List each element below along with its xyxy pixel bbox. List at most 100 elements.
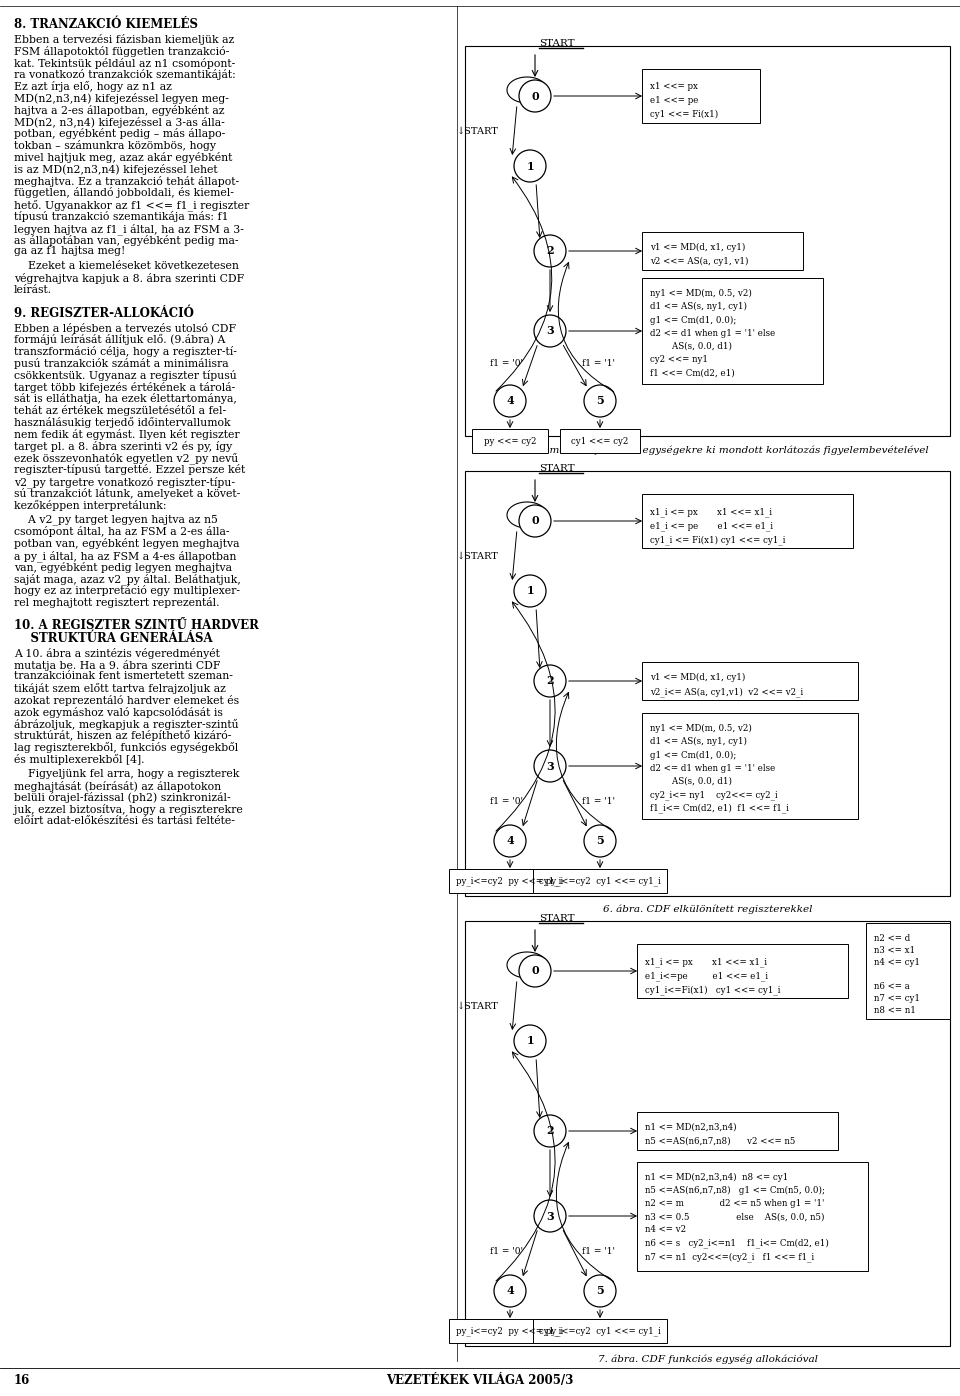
FancyBboxPatch shape bbox=[642, 494, 853, 549]
Text: is az MD(n2,n3,n4) kifejezéssel lehet: is az MD(n2,n3,n4) kifejezéssel lehet bbox=[14, 163, 218, 174]
Text: cy1 <<= Fi(x1): cy1 <<= Fi(x1) bbox=[650, 110, 718, 119]
Text: n5 <=AS(n6,n7,n8)   g1 <= Cm(n5, 0.0);: n5 <=AS(n6,n7,n8) g1 <= Cm(n5, 0.0); bbox=[645, 1185, 825, 1195]
Text: A 10. ábra a szintézis végeredményét: A 10. ábra a szintézis végeredményét bbox=[14, 648, 220, 659]
Text: f1_i<= Cm(d2, e1)  f1 <<= f1_i: f1_i<= Cm(d2, e1) f1 <<= f1_i bbox=[650, 803, 789, 812]
Text: cy1_i<=cy2  cy1 <<= cy1_i: cy1_i<=cy2 cy1 <<= cy1_i bbox=[540, 1326, 660, 1336]
Text: és multiplexerekből [4].: és multiplexerekből [4]. bbox=[14, 754, 145, 765]
Text: AS(s, 0.0, d1): AS(s, 0.0, d1) bbox=[650, 342, 732, 350]
Text: használásukig terjedő időintervallumok: használásukig terjedő időintervallumok bbox=[14, 417, 230, 429]
Circle shape bbox=[494, 1275, 526, 1307]
Text: e1 <<= pe: e1 <<= pe bbox=[650, 96, 698, 105]
Circle shape bbox=[494, 385, 526, 417]
Text: n7 <= n1  cy2<<=(cy2_i   f1 <<= f1_i: n7 <= n1 cy2<<=(cy2_i f1 <<= f1_i bbox=[645, 1252, 814, 1262]
Text: 5: 5 bbox=[596, 395, 604, 406]
Text: 3: 3 bbox=[546, 761, 554, 772]
Text: struktúrát, hiszen az felépíthető kizáró-: struktúrát, hiszen az felépíthető kizáró… bbox=[14, 730, 231, 741]
Text: típusú tranzakció szemantikája más: f1: típusú tranzakció szemantikája más: f1 bbox=[14, 211, 228, 222]
Text: py <<= cy2: py <<= cy2 bbox=[484, 437, 537, 445]
Text: 8. TRANZAKCIÓ KIEMELÉS: 8. TRANZAKCIÓ KIEMELÉS bbox=[14, 18, 198, 31]
Text: n6 <= a: n6 <= a bbox=[874, 981, 910, 991]
Text: v2_i<= AS(a, cy1,v1)  v2 <<= v2_i: v2_i<= AS(a, cy1,v1) v2 <<= v2_i bbox=[650, 687, 804, 697]
Text: n7 <= cy1: n7 <= cy1 bbox=[874, 994, 920, 1002]
Text: kat. Tekintsük például az n1 csomópont-: kat. Tekintsük például az n1 csomópont- bbox=[14, 57, 235, 68]
Text: v1 <= MD(d, x1, cy1): v1 <= MD(d, x1, cy1) bbox=[650, 673, 745, 683]
Text: A v2_py target legyen hajtva az n5: A v2_py target legyen hajtva az n5 bbox=[14, 514, 218, 525]
FancyBboxPatch shape bbox=[642, 68, 760, 123]
Bar bbox=[465, 46, 950, 436]
Circle shape bbox=[534, 750, 566, 782]
Text: cy1_i<=cy2  cy1 <<= cy1_i: cy1_i<=cy2 cy1 <<= cy1_i bbox=[540, 877, 660, 886]
Text: x1_i <= px       x1 <<= x1_i: x1_i <= px x1 <<= x1_i bbox=[645, 958, 767, 966]
Text: f1 = '1': f1 = '1' bbox=[583, 1247, 615, 1256]
Text: 3: 3 bbox=[546, 1210, 554, 1222]
Text: n3 <= 0.5                 else    AS(s, 0.0, n5): n3 <= 0.5 else AS(s, 0.0, n5) bbox=[645, 1212, 825, 1222]
Text: n4 <= v2: n4 <= v2 bbox=[645, 1226, 686, 1234]
Text: ábrázoljuk, megkapjuk a regiszter-szintű: ábrázoljuk, megkapjuk a regiszter-szintű bbox=[14, 719, 239, 730]
Text: d2 <= d1 when g1 = '1' else: d2 <= d1 when g1 = '1' else bbox=[650, 328, 776, 338]
Text: leírást.: leírást. bbox=[14, 285, 52, 295]
Text: ny1 <= MD(m, 0.5, v2): ny1 <= MD(m, 0.5, v2) bbox=[650, 289, 752, 299]
FancyBboxPatch shape bbox=[560, 429, 640, 452]
Text: formájú leírását állítjuk elő. (9.ábra) A: formájú leírását állítjuk elő. (9.ábra) … bbox=[14, 335, 226, 345]
FancyBboxPatch shape bbox=[642, 232, 803, 269]
Text: g1 <= Cm(d1, 0.0);: g1 <= Cm(d1, 0.0); bbox=[650, 751, 736, 759]
Text: n5 <=AS(n6,n7,n8)      v2 <<= n5: n5 <=AS(n6,n7,n8) v2 <<= n5 bbox=[645, 1136, 796, 1146]
Text: 16: 16 bbox=[14, 1374, 31, 1388]
Text: as állapotában van, egyébként pedig ma-: as állapotában van, egyébként pedig ma- bbox=[14, 235, 238, 246]
Text: n8 <= n1: n8 <= n1 bbox=[874, 1007, 916, 1015]
Text: START: START bbox=[539, 914, 575, 923]
Text: meghajtását (beírását) az állapotokon: meghajtását (beírását) az állapotokon bbox=[14, 780, 221, 792]
Text: ↓START: ↓START bbox=[457, 551, 499, 561]
Text: MD(n2,n3,n4) kifejezéssel legyen meg-: MD(n2,n3,n4) kifejezéssel legyen meg- bbox=[14, 94, 228, 103]
Text: 4: 4 bbox=[506, 395, 514, 406]
Text: a py_i által, ha az FSM a 4-es állapotban: a py_i által, ha az FSM a 4-es állapotba… bbox=[14, 550, 236, 561]
Bar bbox=[465, 921, 950, 1346]
Text: d2 <= d1 when g1 = '1' else: d2 <= d1 when g1 = '1' else bbox=[650, 764, 776, 772]
Text: START: START bbox=[539, 463, 575, 473]
Text: 5: 5 bbox=[596, 1286, 604, 1297]
Text: ny1 <= MD(m, 0.5, v2): ny1 <= MD(m, 0.5, v2) bbox=[650, 725, 752, 733]
Text: py_i<=cy2  py <<= py_i: py_i<=cy2 py <<= py_i bbox=[456, 877, 564, 886]
FancyBboxPatch shape bbox=[642, 278, 823, 384]
Text: Ebben a lépésben a tervezés utolsó CDF: Ebben a lépésben a tervezés utolsó CDF bbox=[14, 322, 236, 334]
Text: Ezeket a kiemeléseket következetesen: Ezeket a kiemeléseket következetesen bbox=[14, 261, 239, 271]
Text: v2 <<= AS(a, cy1, v1): v2 <<= AS(a, cy1, v1) bbox=[650, 257, 749, 267]
Text: 9. REGISZTER-ALLOKÁCIÓ: 9. REGISZTER-ALLOKÁCIÓ bbox=[14, 307, 194, 320]
Text: 0: 0 bbox=[531, 966, 539, 976]
Circle shape bbox=[514, 149, 546, 181]
Text: 6. ábra. CDF elkülönített regiszterekkel: 6. ábra. CDF elkülönített regiszterekkel bbox=[603, 905, 812, 913]
FancyBboxPatch shape bbox=[472, 429, 548, 452]
FancyBboxPatch shape bbox=[449, 1319, 571, 1343]
Circle shape bbox=[494, 825, 526, 857]
Circle shape bbox=[519, 80, 551, 112]
Text: 4: 4 bbox=[506, 1286, 514, 1297]
Text: azokat reprezentáló hardver elemeket és: azokat reprezentáló hardver elemeket és bbox=[14, 695, 239, 706]
Circle shape bbox=[534, 235, 566, 267]
Text: 4: 4 bbox=[506, 835, 514, 846]
Text: f1 = '0': f1 = '0' bbox=[490, 1247, 522, 1256]
Text: lag regiszterekből, funkciós egységekből: lag regiszterekből, funkciós egységekből bbox=[14, 743, 238, 754]
Text: mivel hajtjuk meg, azaz akár egyébként: mivel hajtjuk meg, azaz akár egyébként bbox=[14, 152, 232, 163]
Text: Ez azt írja elő, hogy az n1 az: Ez azt írja elő, hogy az n1 az bbox=[14, 81, 172, 92]
Text: g1 <= Cm(d1, 0.0);: g1 <= Cm(d1, 0.0); bbox=[650, 315, 736, 324]
Text: cy2_i<= ny1    cy2<<= cy2_i: cy2_i<= ny1 cy2<<= cy2_i bbox=[650, 790, 778, 800]
Text: tikáját szem előtt tartva felrajzoljuk az: tikáját szem előtt tartva felrajzoljuk a… bbox=[14, 683, 226, 694]
Text: hető. Ugyanakkor az f1 <<= f1_i regiszter: hető. Ugyanakkor az f1 <<= f1_i regiszte… bbox=[14, 200, 250, 211]
Text: rel meghajtott regisztert reprezentál.: rel meghajtott regisztert reprezentál. bbox=[14, 597, 220, 609]
Text: ga az f1 hajtsa meg!: ga az f1 hajtsa meg! bbox=[14, 247, 126, 257]
FancyBboxPatch shape bbox=[642, 713, 858, 819]
Text: cy1_i <= Fi(x1) cy1 <<= cy1_i: cy1_i <= Fi(x1) cy1 <<= cy1_i bbox=[650, 535, 785, 544]
Text: n4 <= cy1: n4 <= cy1 bbox=[874, 958, 920, 967]
Text: f1 <<= Cm(d2, e1): f1 <<= Cm(d2, e1) bbox=[650, 369, 734, 377]
Text: f1 = '1': f1 = '1' bbox=[583, 797, 615, 805]
Text: AS(s, 0.0, d1): AS(s, 0.0, d1) bbox=[650, 776, 732, 786]
Text: py_i<=cy2  py <<= py_i: py_i<=cy2 py <<= py_i bbox=[456, 1326, 564, 1336]
Text: 5. ábra. Ütemezés a funkciós egységekre ki mondott korlátozás figyelembevételéve: 5. ábra. Ütemezés a funkciós egységekre … bbox=[487, 444, 928, 455]
Text: n2 <= m             d2 <= n5 when g1 = '1': n2 <= m d2 <= n5 when g1 = '1' bbox=[645, 1199, 825, 1208]
Text: belüli órajel-fázissal (ph2) szinkronizál-: belüli órajel-fázissal (ph2) szinkronizá… bbox=[14, 793, 230, 804]
Circle shape bbox=[519, 505, 551, 537]
Text: n1 <= MD(n2,n3,n4)  n8 <= cy1: n1 <= MD(n2,n3,n4) n8 <= cy1 bbox=[645, 1173, 788, 1181]
Text: Figyeljünk fel arra, hogy a regiszterek: Figyeljünk fel arra, hogy a regiszterek bbox=[14, 769, 239, 779]
Text: ra vonatkozó tranzakciók szemantikáját:: ra vonatkozó tranzakciók szemantikáját: bbox=[14, 70, 236, 81]
Text: 2: 2 bbox=[546, 676, 554, 687]
